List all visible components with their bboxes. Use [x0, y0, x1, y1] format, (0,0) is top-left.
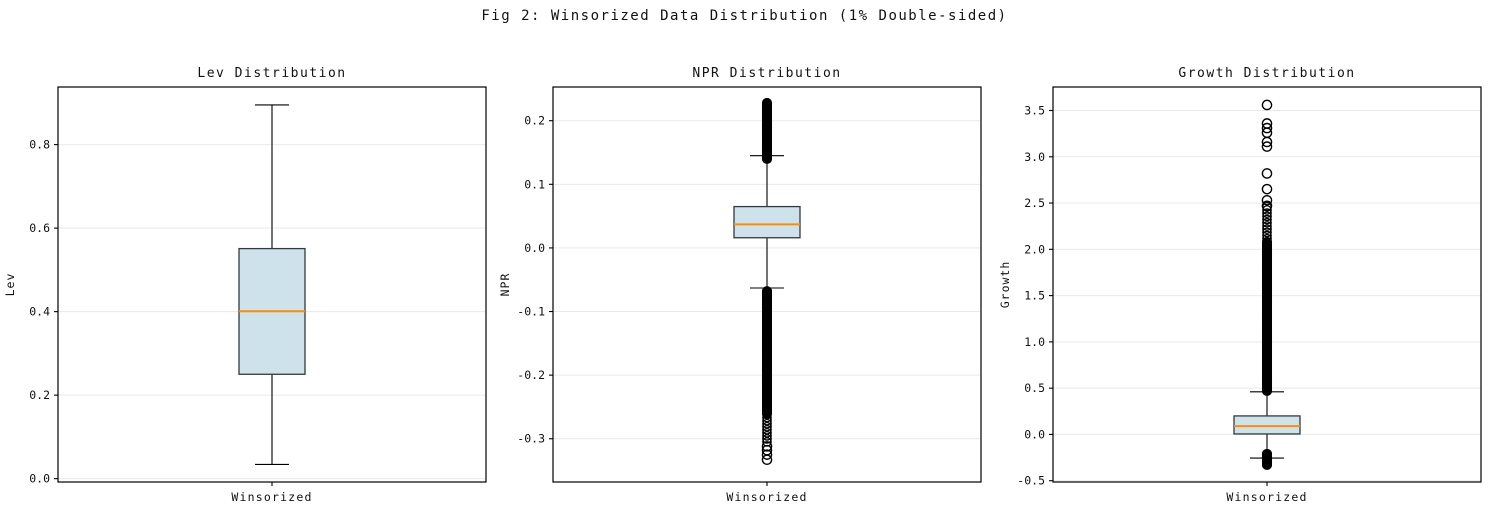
outlier-point	[1261, 141, 1273, 152]
x-tick-label: Winsorized	[1226, 490, 1307, 504]
y-tick-label: 0.2	[524, 114, 545, 128]
y-tick-label: 2.5	[1024, 196, 1045, 210]
y-tick-label: -0.3	[517, 432, 545, 446]
outlier-point	[1262, 224, 1272, 234]
outlier-point	[1261, 200, 1273, 212]
outlier-point	[762, 430, 772, 441]
y-tick-label: 2.0	[1024, 242, 1045, 256]
outlier-point	[1262, 230, 1272, 241]
outlier-point	[1262, 221, 1272, 231]
outlier-point	[762, 415, 772, 426]
y-tick-label: -0.2	[517, 368, 545, 382]
y-tick-label: -0.5	[1017, 474, 1045, 488]
subplot-npr: 0.2 0.1 0.0 -0.1 -0.2 -0.3 Winsorized NPR Distr…	[498, 66, 982, 504]
outlier-point	[761, 441, 773, 452]
outlier-point	[762, 424, 772, 435]
x-tick-label: Winsorized	[726, 490, 807, 504]
outlier-point	[1261, 118, 1273, 129]
outlier-point	[1262, 217, 1272, 228]
box-rect	[733, 205, 801, 239]
outlier-point	[762, 412, 772, 423]
outlier-point	[762, 434, 772, 444]
y-tick-label: 1.5	[1024, 289, 1045, 303]
outlier-point	[762, 421, 772, 432]
y-tick-label: 1.0	[1024, 335, 1045, 349]
outlier-point	[1261, 183, 1273, 195]
y-tick-label: 0.6	[29, 221, 50, 235]
x-tick-label: Winsorized	[231, 490, 312, 504]
subplot-title: Lev Distribution	[197, 66, 346, 81]
outlier-point	[1262, 205, 1272, 215]
y-tick-label: 0.0	[1024, 427, 1045, 441]
y-axis-label: NPR	[498, 273, 512, 297]
outlier-point	[1261, 448, 1273, 459]
outlier-point	[1262, 237, 1272, 247]
outlier-point	[1261, 168, 1273, 179]
subplot-title: NPR Distribution	[692, 66, 841, 81]
outlier-point	[761, 449, 773, 460]
outlier-point	[1261, 194, 1273, 206]
figure-title: Fig 2: Winsorized Data Distribution (1% …	[481, 8, 1008, 24]
outlier-point	[1262, 211, 1272, 222]
outlier-point	[761, 97, 773, 108]
y-tick-label: 0.1	[524, 177, 545, 191]
y-axis-label: Lev	[3, 273, 17, 297]
y-tick-label: 0.4	[29, 305, 50, 319]
y-tick-label: 0.2	[29, 388, 50, 402]
y-tick-label: 0.0	[524, 241, 545, 255]
outlier-point	[1262, 227, 1272, 238]
outlier-point	[761, 286, 773, 297]
y-tick-label: 0.0	[29, 472, 50, 486]
subplot-title: Growth Distribution	[1178, 66, 1355, 81]
outlier-point	[1261, 122, 1273, 134]
outlier-point	[1262, 208, 1272, 219]
outlier-point	[762, 427, 772, 438]
y-tick-label: -0.1	[517, 305, 545, 319]
outlier-point	[1262, 233, 1272, 244]
outlier-point	[762, 409, 772, 420]
outlier-point	[1261, 99, 1273, 111]
outlier-point	[1262, 214, 1272, 225]
outlier-point	[761, 454, 773, 466]
box-rect	[1233, 415, 1301, 435]
y-tick-label: 0.5	[1024, 381, 1045, 395]
y-tick-label: 3.0	[1024, 150, 1045, 164]
subplot-growth: 3.5 3.0 2.5 2.0 1.5 1.0 0.5 0.0 -0.5 Winsorized Gr…	[998, 66, 1482, 504]
y-axis-label: Growth	[998, 261, 1012, 309]
outlier-point	[762, 418, 772, 429]
subplot-lev: 0.0 0.2 0.4 0.6 0.8 Winsorized Lev Distributio…	[3, 66, 487, 504]
y-tick-label: 0.8	[29, 138, 50, 152]
y-tick-label: 3.5	[1024, 104, 1045, 118]
